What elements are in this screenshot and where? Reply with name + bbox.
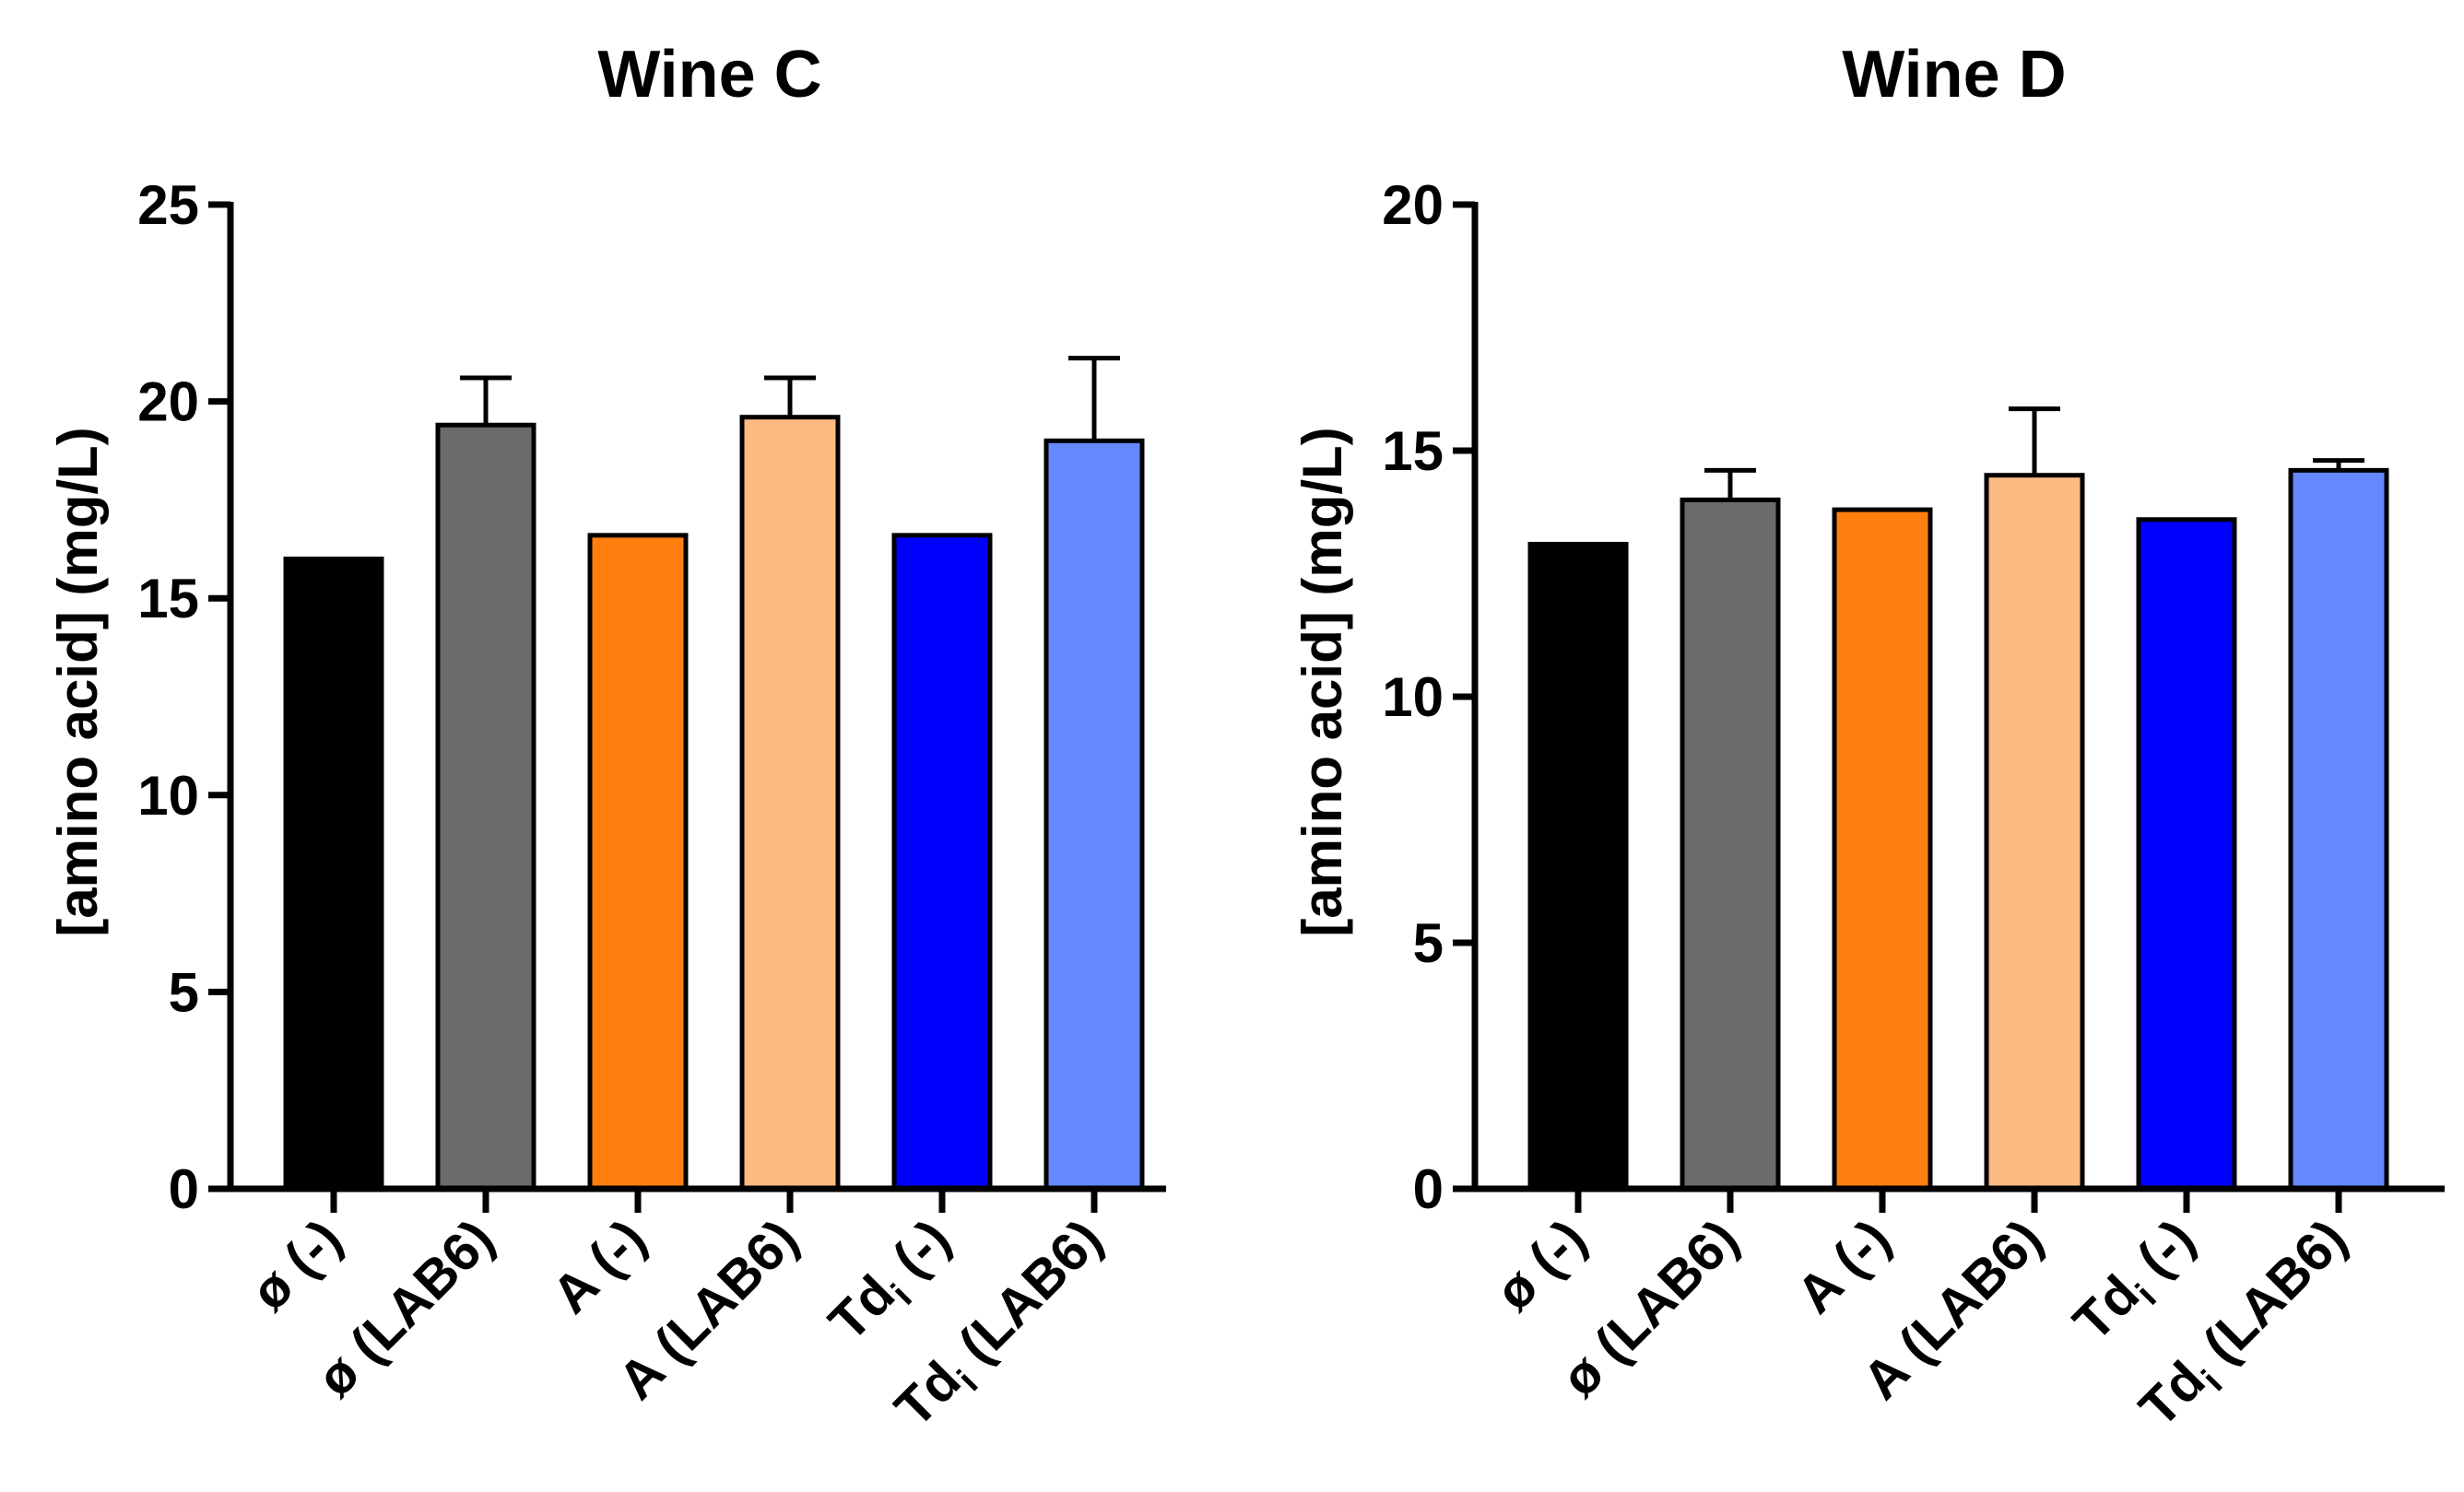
- error-bars: [1704, 406, 2364, 500]
- axes: [227, 202, 1166, 1192]
- bar: [1984, 473, 2085, 1192]
- x-tick-label: Tdi (-): [818, 1208, 968, 1358]
- y-tick-label: 0: [1413, 1158, 1444, 1220]
- bars: [1527, 467, 2389, 1192]
- bar: [435, 422, 536, 1192]
- x-tick-label: ø (-): [240, 1208, 353, 1322]
- x-tick-labels: ø (-)ø (LAB6) A (-)A (LAB6) Tdi (-)Tdi (LA…: [240, 1189, 1114, 1439]
- bar: [1527, 541, 1629, 1192]
- bar: [1832, 507, 1933, 1192]
- bar: [587, 533, 689, 1192]
- chart-wine-c: Wine C [amino acid] (mg/L) 0 5 10 15 20 25 ø …: [47, 38, 1166, 1439]
- bar: [2136, 517, 2237, 1192]
- bar: [283, 556, 384, 1192]
- chart-wine-d: Wine D [amino acid] (mg/L) 0 5 10 15 20 ø (-…: [1291, 38, 2445, 1439]
- chart-title: Wine D: [1842, 38, 2066, 112]
- y-tick-label: 20: [1382, 174, 1444, 236]
- bar: [1043, 438, 1145, 1192]
- bar: [2288, 467, 2389, 1192]
- bar: [891, 533, 993, 1192]
- y-tick-label: 10: [1382, 666, 1444, 728]
- y-ticks: 0 5 10 15 20: [1382, 174, 1475, 1220]
- bar: [739, 415, 841, 1192]
- y-tick-label: 5: [169, 961, 199, 1023]
- y-ticks: 0 5 10 15 20 25: [137, 174, 230, 1220]
- x-tick-label: A (-): [1786, 1208, 1902, 1324]
- y-tick-label: 15: [137, 568, 199, 629]
- x-tick-label: A (-): [541, 1208, 657, 1324]
- error-bars: [460, 356, 1120, 441]
- y-tick-label: 5: [1413, 912, 1444, 974]
- x-tick-label: ø (-): [1484, 1208, 1597, 1322]
- bars: [283, 415, 1145, 1192]
- y-tick-label: 10: [137, 765, 199, 827]
- axes: [1471, 202, 2445, 1192]
- y-tick-label: 15: [1382, 420, 1444, 482]
- y-axis-label: [amino acid] (mg/L): [1291, 427, 1353, 936]
- x-tick-labels: ø (-)ø (LAB6) A (-)A (LAB6) Tdi (-)Tdi (LA…: [1484, 1189, 2358, 1439]
- chart-title: Wine C: [597, 38, 821, 112]
- bar: [1680, 497, 1781, 1192]
- y-tick-label: 25: [137, 174, 199, 236]
- y-tick-label: 0: [169, 1158, 199, 1220]
- y-axis-label: [amino acid] (mg/L): [47, 427, 109, 936]
- y-tick-label: 20: [137, 371, 199, 433]
